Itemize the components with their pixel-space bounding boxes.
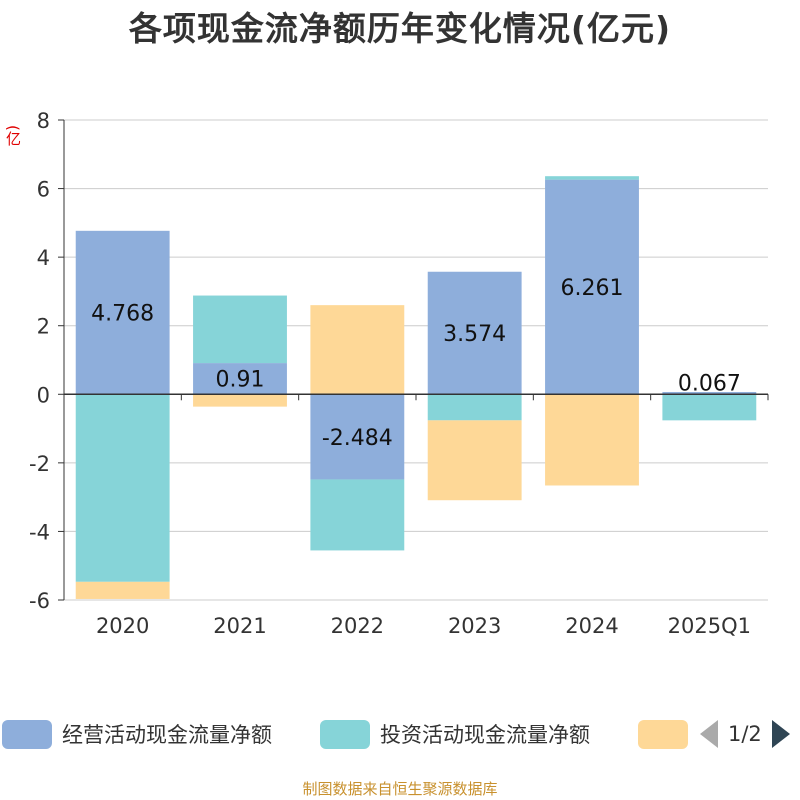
- x-tick-label: 2023: [448, 614, 501, 638]
- legend-item-financing[interactable]: [638, 716, 698, 752]
- legend-swatch-investing: [320, 719, 370, 749]
- data-label: -2.484: [322, 426, 393, 451]
- legend-item-investing[interactable]: 投资活动现金流量净额: [320, 716, 590, 752]
- data-label: 6.261: [561, 276, 624, 301]
- bar-series1-2024: [545, 176, 639, 180]
- bar-series1-2023: [427, 394, 522, 421]
- legend-next-page-icon[interactable]: [771, 720, 790, 748]
- bar-series0-2021: [193, 363, 287, 395]
- bar-series0-2022: [310, 394, 405, 480]
- y-tick-label: 0: [37, 383, 50, 407]
- y-tick-label: -2: [29, 452, 50, 476]
- legend-page-indicator: 1/2: [728, 722, 762, 746]
- legend-prev-page-icon[interactable]: [700, 720, 718, 748]
- data-label: 3.574: [443, 322, 506, 347]
- bar-series2-2023: [427, 420, 522, 501]
- bar-chart: -6 -4 -2 0 2 4 6 8 2020 2021 2022 2023 2024 2025Q1 4.7…: [29, 109, 769, 638]
- bar-series1-2025Q1: [662, 394, 757, 421]
- legend-swatch-financing: [638, 719, 688, 749]
- chart-title: 各项现金流净额历年变化情况(亿元): [128, 9, 672, 48]
- bar-series2-2020: [75, 581, 170, 599]
- bar-series1-2021: [193, 295, 287, 364]
- legend-label-operating: 经营活动现金流量净额: [62, 723, 272, 747]
- data-source-note: 制图数据来自恒生聚源数据库: [302, 780, 498, 798]
- legend-item-operating[interactable]: 经营活动现金流量净额: [2, 716, 272, 752]
- legend-label-investing: 投资活动现金流量净额: [380, 723, 590, 747]
- x-tick-label: 2020: [96, 614, 149, 638]
- y-tick-label: 2: [37, 315, 50, 339]
- x-tick-label: 2024: [565, 614, 618, 638]
- bar-series2-2022: [310, 305, 405, 395]
- x-tick-label: 2021: [213, 614, 266, 638]
- bar-series0-2023: [427, 271, 522, 395]
- data-label: 0.91: [216, 368, 265, 393]
- bar-series0-2020: [75, 230, 170, 395]
- x-tick-label: 2025Q1: [668, 614, 751, 638]
- data-label: 0.067: [678, 371, 741, 396]
- bar-series2-2024: [545, 394, 639, 486]
- y-axis-unit: (亿元): [0, 125, 22, 146]
- x-tick-label: 2022: [331, 614, 384, 638]
- y-tick-label: -4: [29, 520, 50, 544]
- data-label: 4.768: [91, 302, 154, 327]
- bar-series1-2020: [75, 394, 170, 582]
- legend-swatch-operating: [2, 719, 52, 749]
- legend: 经营活动现金流量净额 投资活动现金流量净额 1/2: [0, 716, 800, 752]
- y-tick-label: 6: [37, 178, 50, 202]
- y-tick-label: 8: [37, 109, 50, 133]
- bar-series2-2021: [193, 394, 287, 407]
- bar-series1-2022: [310, 479, 405, 551]
- y-tick-label: 4: [37, 246, 50, 270]
- bar-series0-2024: [545, 179, 639, 395]
- y-tick-label: -6: [29, 589, 50, 613]
- legend-pager: 1/2: [700, 716, 790, 752]
- bar-series0-2025Q1: [662, 391, 757, 395]
